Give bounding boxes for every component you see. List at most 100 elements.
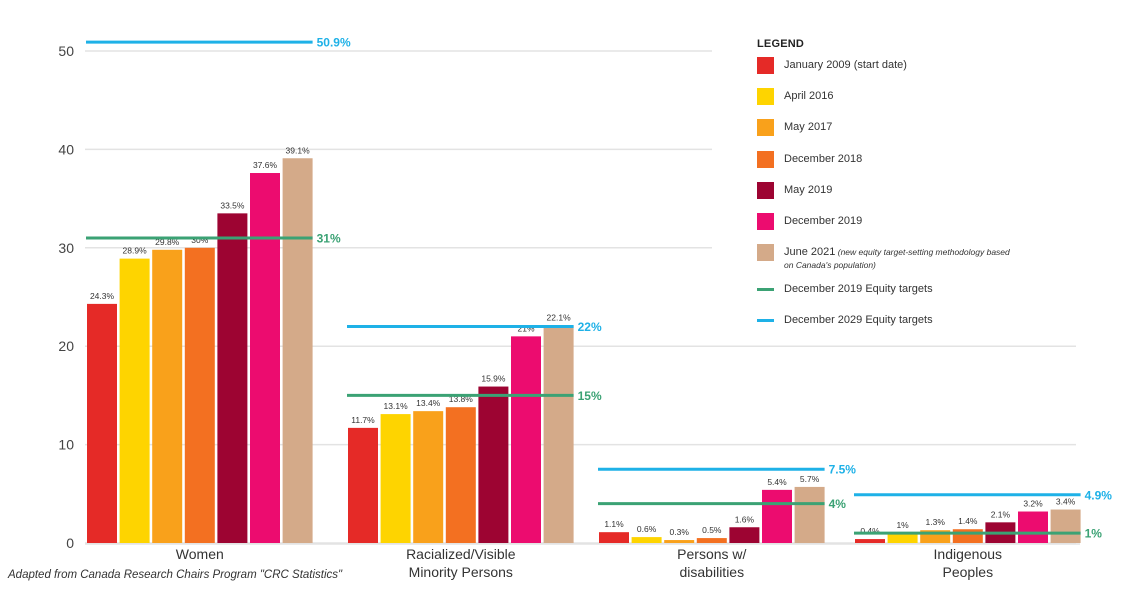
bar [794,486,825,543]
legend-item: May 2017 [757,119,1017,152]
legend-item: December 2019 Equity targets [757,283,1017,314]
bar-value-label: 13.4% [416,398,441,408]
legend-label: December 2018 [784,152,863,165]
bar [380,414,411,543]
legend-label: April 2016 [784,90,834,103]
legend-item: June 2021 (new equity target-setting met… [757,244,1017,283]
bar-value-label: 1% [896,520,909,530]
bar-value-label: 1.4% [958,516,978,526]
legend-item: January 2009 (start date) [757,57,1017,90]
x-category-label: Peoples [943,564,994,580]
legend-color-swatch [757,212,774,230]
legend-label: January 2009 (start date) [784,59,907,71]
y-tick-label: 20 [58,338,74,354]
legend-color-swatch [757,244,774,262]
target-label: 4.9% [1085,488,1113,502]
legend-label: December 2019 [784,214,863,227]
bar-value-label: 13.1% [384,401,409,411]
bar-value-label: 30% [191,235,208,245]
legend-color-swatch [757,181,774,199]
legend-item: December 2018 [757,150,1017,184]
legend-label: May 2017 [784,121,833,134]
bar-value-label: 15.9% [481,374,506,384]
legend-color-swatch [757,150,774,168]
bar [413,411,444,543]
bar-value-label: 0.5% [702,525,722,535]
x-category-label: Minority Persons [409,564,513,580]
y-axis: 0 10 20 30 40 50 [58,43,74,551]
target-label: 15% [578,389,602,403]
legend-color-swatch [757,57,774,74]
bar-value-label: 3.4% [1056,497,1076,507]
y-tick-label: 0 [66,535,74,551]
bar [511,336,541,543]
bar [729,527,760,543]
legend: LEGEND January 2009 (start date) April 20… [757,38,1017,346]
bar-value-label: 28.9% [123,246,148,256]
legend-color-swatch [757,119,774,137]
target-label: 7.5% [829,463,857,477]
legend-label: December 2019 Equity targets [784,283,933,296]
legend-line-swatch [757,319,774,323]
bar-value-label: 37.6% [253,160,278,170]
bar [887,533,918,543]
y-tick-label: 30 [58,240,74,256]
legend-label: May 2019 [784,183,833,196]
legend-item: April 2016 [757,88,1017,121]
bar [152,249,183,543]
bar [119,258,150,543]
bar-value-label: 21% [517,323,534,333]
target-label: 1% [1085,527,1103,541]
bar-value-label: 11.7% [351,415,375,425]
legend-note: (new equity target-setting methodology b… [784,247,1010,271]
legend-item: December 2019 [757,212,1017,246]
y-tick-label: 50 [58,43,74,59]
bar-value-label: 3.2% [1023,499,1043,509]
bar [250,173,280,544]
bar [348,427,378,543]
x-axis: Women Racialized/Visible Minority Persons P… [176,546,1002,580]
bars: 24.3% 11.7% 1.1% 0.4% 28.9% 13.1% 0.6% 1% 29.8% 1… [87,145,1081,544]
bar-value-label: 0.4% [860,526,880,536]
source-note: Adapted from Canada Research Chairs Prog… [8,569,343,581]
legend-item: December 2029 Equity targets [757,314,1017,345]
legend-items: January 2009 (start date) April 2016 May 2… [757,57,1017,346]
bar-value-label: 29.8% [155,237,180,247]
bar [855,539,885,543]
bar [1050,509,1081,543]
x-category-label: Persons w/ [677,546,746,562]
bar [599,532,629,543]
bar [478,386,509,543]
bar-value-label: 1.6% [735,514,755,524]
bar-value-label: 33.5% [220,200,245,210]
x-category-label: Racialized/Visible [406,546,516,562]
x-category-label: Women [176,546,224,562]
bar [664,540,695,543]
bar [445,407,476,543]
bar-value-label: 0.6% [637,524,657,534]
legend-title: LEGEND [757,38,805,50]
bar-value-label: 24.3% [90,291,115,301]
bar-value-label: 22.1% [547,313,572,323]
bar-value-label: 5.4% [767,477,787,487]
x-category-label: disabilities [680,564,745,580]
target-label: 22% [578,320,602,334]
bar [696,538,727,543]
bar [282,158,313,544]
bar [87,303,117,543]
bar [631,537,662,543]
bar-value-label: 5.7% [800,474,820,484]
bar [1018,511,1048,543]
y-tick-label: 10 [58,437,74,453]
bar [762,489,792,543]
bar-value-label: 1.3% [926,517,946,527]
legend-line-swatch [757,288,774,292]
target-label: 4% [829,497,847,511]
legend-label: June 2021 (new equity target-setting met… [784,246,1010,271]
bar [952,529,983,543]
bar [217,213,248,544]
target-label: 50.9% [317,36,351,50]
bar [543,325,574,543]
target-label: 31% [317,231,341,245]
